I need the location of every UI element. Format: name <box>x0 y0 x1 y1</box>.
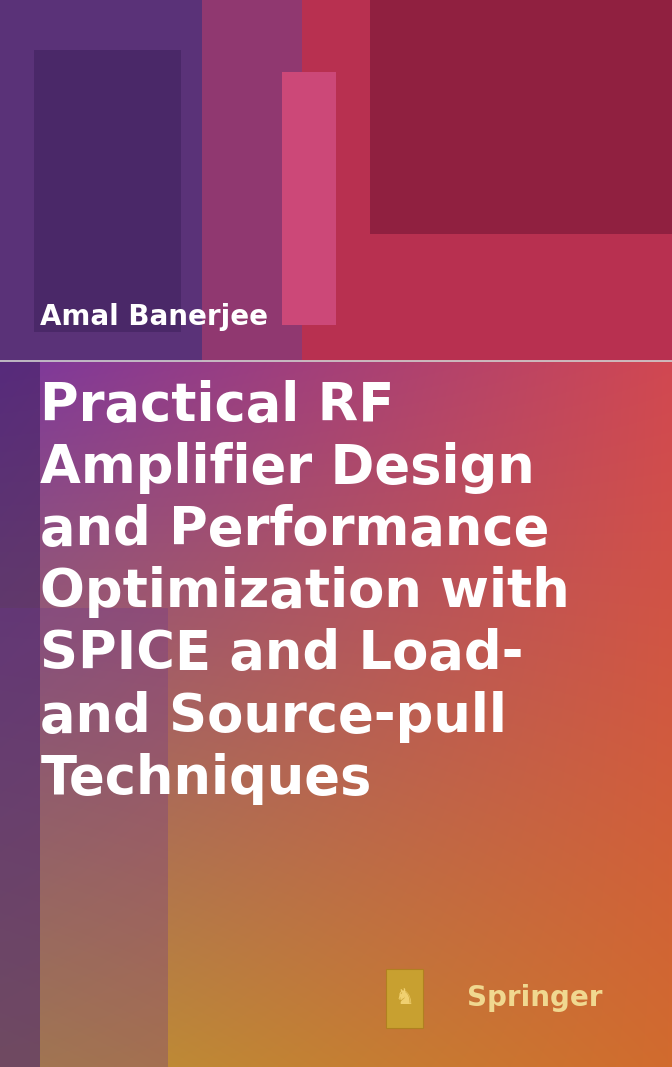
Bar <box>282 73 336 324</box>
Bar <box>0 0 255 361</box>
Bar <box>202 0 302 361</box>
Bar <box>370 0 672 235</box>
Text: and Performance: and Performance <box>40 505 550 556</box>
Text: Optimization with: Optimization with <box>40 567 570 619</box>
Bar <box>386 969 423 1028</box>
Text: Springer: Springer <box>467 984 603 1013</box>
Text: Amal Banerjee: Amal Banerjee <box>40 303 268 332</box>
Text: SPICE and Load-: SPICE and Load- <box>40 628 523 681</box>
Text: Amplifier Design: Amplifier Design <box>40 442 535 494</box>
Bar <box>34 50 181 332</box>
Bar <box>0 608 168 1067</box>
Text: and Source-pull: and Source-pull <box>40 690 507 743</box>
Text: ♞: ♞ <box>395 988 415 1008</box>
Bar <box>0 0 672 361</box>
Text: Practical RF: Practical RF <box>40 380 394 432</box>
Text: Techniques: Techniques <box>40 753 372 805</box>
Bar <box>255 0 672 361</box>
Bar <box>0 361 40 1067</box>
